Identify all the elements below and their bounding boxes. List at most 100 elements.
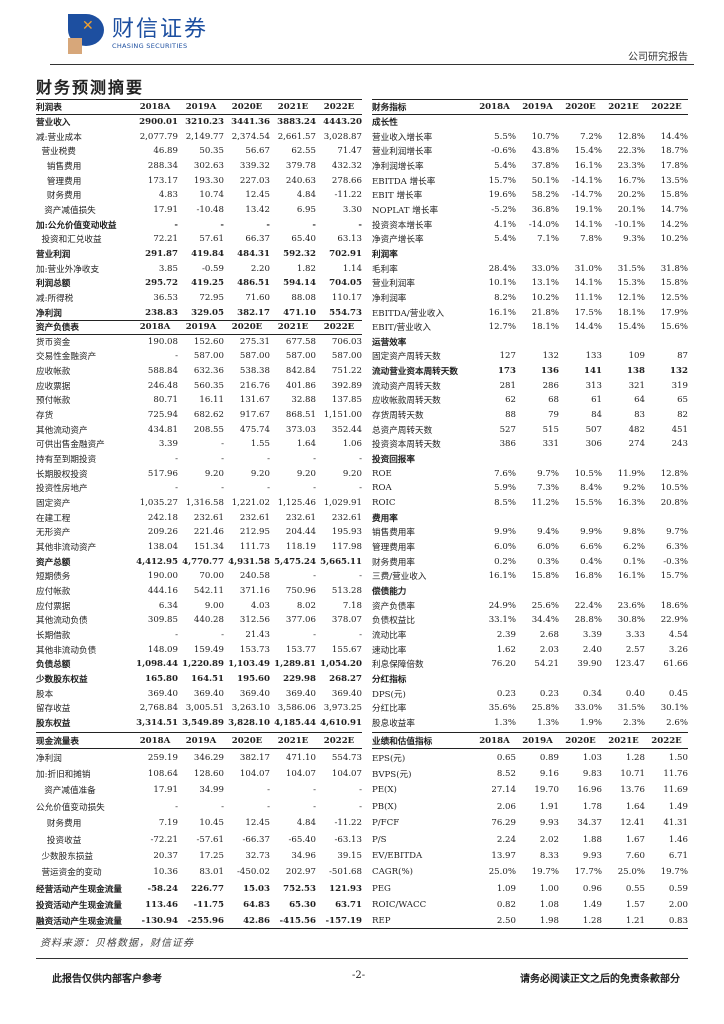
cell-value: 321 [628,380,645,391]
row-label: 减:所得税 [36,293,74,304]
cell-value: 243 [671,439,688,450]
table-row: 存货周转天数 88 79 84 83 82 [372,408,688,423]
cell-value: 72.21 [153,234,178,245]
cell-value: 10.45 [199,818,224,829]
cell-value: 18.1% [531,322,559,333]
cell-value: 3.30 [342,204,362,215]
cell-value: 10.2% [660,234,688,245]
table-row: 投资资本增长率 4.1% -14.0% 14.1% -10.1% 14.2% [372,217,688,232]
cell-value: 527 [499,424,516,435]
row-label: 投资资本周转天数 [372,440,441,451]
cell-value: 1,316.58 [185,498,224,509]
cell-value: 0.55 [625,883,645,894]
table-row: 交易性金融资产 - 587.00 587.00 587.00 587.00 [36,349,362,364]
row-label: 长期股权投资 [36,469,88,480]
cell-value: 24.9% [488,600,516,611]
row-label: PB(X) [372,801,397,812]
cell-value: 18.1% [617,307,645,318]
cell-value: 482 [628,424,645,435]
table-row: 营业收入 2900.01 3210.23 3441.36 3883.24 4443.20 [36,115,362,130]
table-row: 投资活动产生现金流量 113.46 -11.75 64.83 65.30 63.71 [36,897,362,913]
table-row: 应收帐款 588.84 632.36 538.38 842.84 751.22 [36,364,362,379]
cell-value: 216.76 [239,380,270,391]
cell-value: 17.7% [574,867,602,878]
cell-value: 18.6% [660,600,688,611]
cell-value: 87 [677,351,688,362]
table-row: REP 2.50 1.98 1.28 1.21 0.83 [372,913,688,929]
cell-value: -130.94 [141,916,178,927]
cell-value: 0.65 [496,752,516,763]
cell-value: 752.53 [283,883,316,894]
row-label: 总资产周转天数 [372,425,433,436]
cell-value: 1.9% [580,717,602,728]
cell-value: 4.1% [494,219,516,230]
section-header-row: 费用率 [372,510,688,525]
cell-value: 19.6% [488,190,516,201]
cell-value: 6.2% [623,542,645,553]
cell-value: - [359,801,362,812]
cell-value: 46.89 [153,146,178,157]
cell-value: -14.7% [571,190,602,201]
cell-value: 15.4% [617,322,645,333]
table-row: 流动营业资本周转天数 173 136 141 138 132 [372,364,688,379]
cell-value: 1,151.00 [323,410,362,421]
cell-value: 32.73 [245,850,270,861]
cell-value: 4,610.91 [320,717,362,728]
cell-value: 80.71 [153,395,178,406]
row-label: 流动资产周转天数 [372,381,441,392]
table-row: 营运资金的变动 10.36 83.01 -450.02 202.97 -501.68 [36,864,362,880]
table-row: 留存收益 2,768.84 3,005.51 3,263.10 3,586.06 3,97… [36,701,362,716]
cell-value: 109 [628,351,645,362]
table-row: 净利润 238.83 329.05 382.17 471.10 554.73 [36,305,362,320]
table-row: 资产负债率 24.9% 25.6% 22.4% 23.6% 18.6% [372,598,688,613]
cell-value: 1.06 [342,439,362,450]
row-label: 现金流量表 [36,736,79,747]
cell-value: - [221,801,224,812]
cell-value: 560.35 [193,380,224,391]
cell-value: 17.91 [153,204,178,215]
cell-value: 1.46 [668,834,688,845]
row-label: 应收帐款 [36,367,71,378]
cell-value: 2.03 [539,644,559,655]
row-label: PEG [372,883,391,894]
cell-value: 842.84 [285,366,316,377]
cell-value: - [266,219,270,230]
cell-value: 11.69 [663,785,688,796]
row-label: EBITDA 增长率 [372,176,436,187]
cell-value: 632.36 [193,366,224,377]
cell-value: 313 [585,380,602,391]
table-row: 净利润增长率 5.4% 37.8% 16.1% 23.3% 17.8% [372,159,688,174]
cell-value: 1,221.02 [231,498,270,509]
cell-value: 11.9% [617,468,645,479]
cell-value: 14.2% [660,219,688,230]
cell-value: -63.13 [334,834,362,845]
table-row: 经营活动产生现金流量 -58.24 226.77 15.03 752.53 121.93 [36,881,362,897]
table-row: EBITDA/营业收入 16.1% 21.8% 17.5% 18.1% 17.9% [372,305,688,320]
cell-value: 13.76 [620,785,645,796]
cell-value: 28.8% [574,615,602,626]
cell-value: - [220,219,224,230]
table-row: 持有至到期投资 - - - - - [36,452,362,467]
year-column-header: 2019A [185,735,217,746]
table-row: EBIT 增长率 19.6% 58.2% -14.7% 20.2% 15.8% [372,188,688,203]
cell-value: 35.6% [488,703,516,714]
cell-value: 377.06 [285,615,316,626]
table-row: 加:折旧和摊销 108.64 128.60 104.07 104.07 104.07 [36,766,362,782]
table-row: 应付帐款 444.16 542.11 371.16 750.96 513.28 [36,584,362,599]
report-type: 公司研究报告 [628,52,688,63]
cell-value: 57.61 [199,234,224,245]
logo-icon: ✕ [68,14,104,54]
cell-value: 302.63 [193,160,224,171]
row-label: 其他流动资产 [36,425,88,436]
cell-value: 108.64 [147,768,178,779]
cell-value: 190.00 [147,571,178,582]
row-label: 分红指标 [372,674,407,685]
cell-value: 1.98 [539,916,559,927]
row-label: 在建工程 [36,513,71,524]
cell-value: 25.0% [617,867,645,878]
year-column-header: 2018A [139,322,171,333]
cell-value: 39.90 [577,659,602,670]
cell-value: 136 [541,366,559,377]
cell-value: 113.46 [145,900,178,911]
cell-value: 0.4% [580,556,602,567]
